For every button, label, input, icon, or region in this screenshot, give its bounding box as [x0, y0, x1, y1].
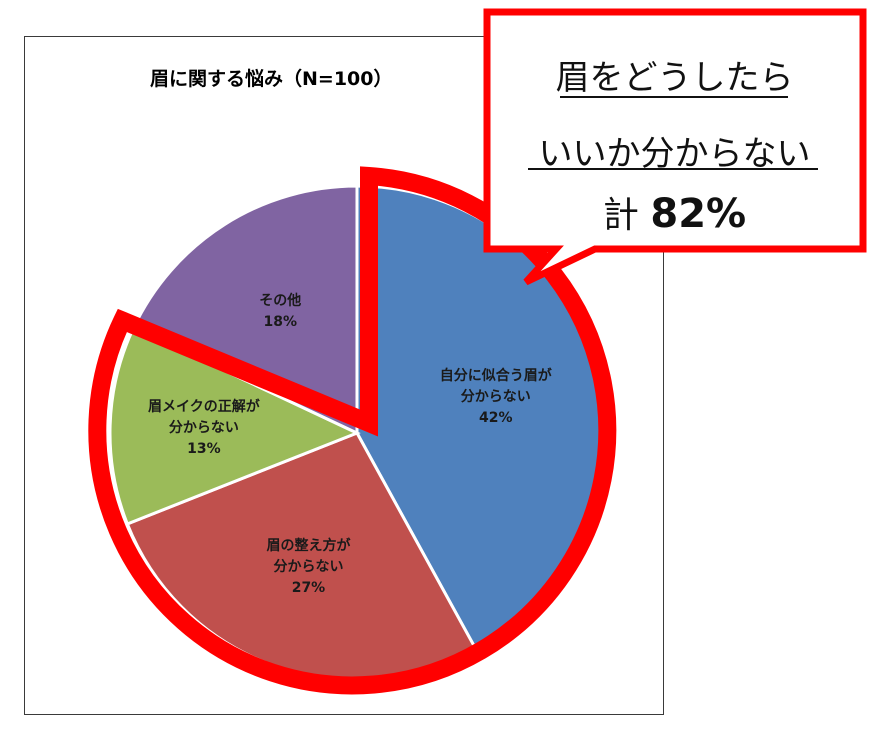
callout-underline-1 [560, 96, 788, 98]
callout-total-value: 82% [650, 191, 747, 237]
callout-underline-2 [528, 168, 818, 170]
pie-slice [131, 184, 359, 436]
slice-label: その他 18% [259, 291, 301, 333]
slice-value-label: 27% [291, 580, 326, 597]
slice-label-text: 眉メイクの正解が [148, 398, 260, 415]
slice-label-text: 分からない [273, 559, 344, 576]
slice-label: 自分に似合う眉が 分からない 42% [440, 366, 552, 429]
slice-label-text: 分からない [460, 388, 531, 405]
slice-label-text: 自分に似合う眉が [439, 367, 552, 384]
slice-label-text: 分からない [168, 419, 239, 436]
callout-box [483, 8, 867, 286]
slice-label-text: 眉の整え方が [266, 538, 351, 555]
callout-line-1: 眉をどうしたら [555, 58, 794, 98]
chart-title: 眉に関する悩み（N=100） [150, 68, 393, 90]
callout-shape [483, 8, 867, 286]
slice-label: 眉メイクの正解が 分からない 13% [148, 397, 260, 460]
callout-line-2: いいか分からない [538, 134, 811, 174]
pie-slice [108, 325, 361, 526]
slice-label: 眉の整え方が 分からない 27% [266, 536, 350, 599]
slice-value-label: 42% [478, 409, 513, 426]
callout-total: 計 82% [483, 186, 866, 238]
slice-value-label: 18% [263, 314, 297, 331]
callout-total-prefix: 計 [602, 195, 639, 236]
slice-value-label: 13% [187, 440, 221, 457]
slice-label-text: その他 [259, 293, 302, 310]
pie-slices [108, 184, 606, 682]
